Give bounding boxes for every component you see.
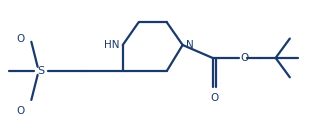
Text: O: O xyxy=(240,53,249,63)
Text: N: N xyxy=(186,40,194,50)
Text: O: O xyxy=(17,34,25,44)
Text: O: O xyxy=(210,93,218,103)
Text: S: S xyxy=(37,66,44,76)
Text: O: O xyxy=(17,106,25,116)
Text: HN: HN xyxy=(104,40,120,50)
